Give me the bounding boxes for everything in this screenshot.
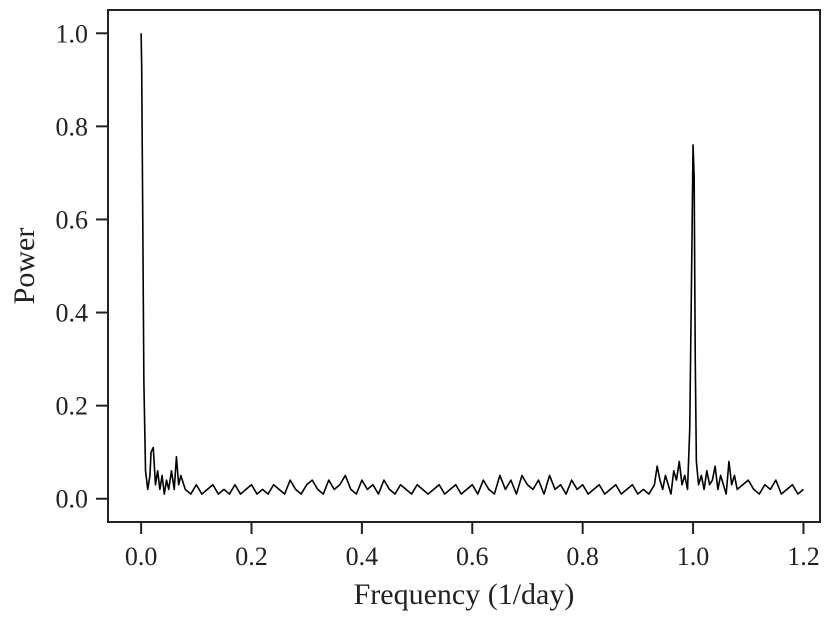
y-tick-label: 0.4 [56, 299, 89, 328]
y-tick-label: 0.8 [56, 112, 89, 141]
x-axis-label: Frequency (1/day) [354, 578, 575, 611]
x-tick-label: 0.0 [125, 542, 158, 571]
y-axis-ticks: 0.0 0.2 0.4 0.6 0.8 1.0 [56, 19, 108, 514]
x-tick-label: 1.0 [677, 542, 710, 571]
plot-frame [107, 9, 821, 523]
x-axis-ticks: 0.0 0.2 0.4 0.6 0.8 1.0 1.2 [125, 522, 820, 571]
y-tick-label: 1.0 [56, 19, 89, 48]
y-tick-label: 0.6 [56, 205, 89, 234]
power-series-line [140, 33, 804, 495]
y-axis-label: Power [8, 228, 41, 305]
x-tick-label: 0.4 [346, 542, 379, 571]
y-tick-label: 0.0 [56, 485, 89, 514]
y-tick-label: 0.2 [56, 392, 89, 421]
x-tick-label: 0.2 [235, 542, 268, 571]
x-tick-label: 0.8 [566, 542, 599, 571]
x-tick-label: 1.2 [787, 542, 820, 571]
x-tick-label: 0.6 [456, 542, 489, 571]
series-group [140, 33, 804, 495]
